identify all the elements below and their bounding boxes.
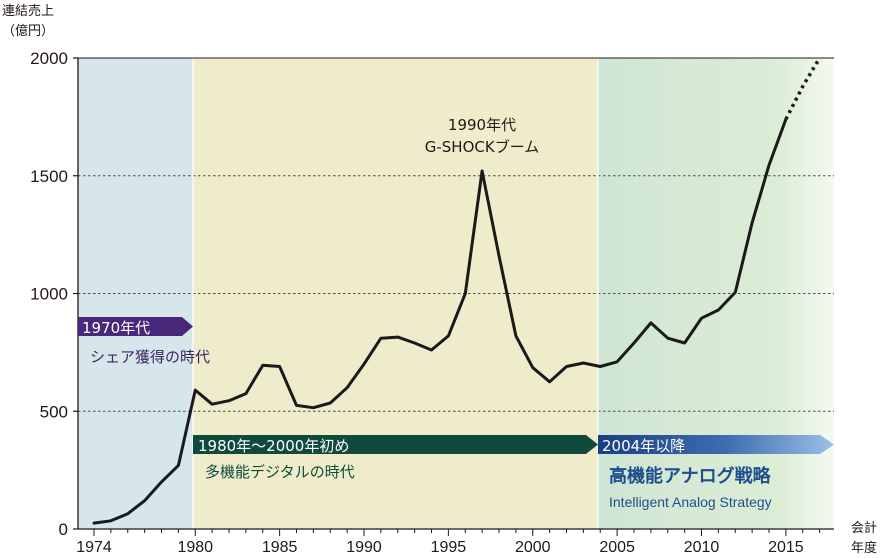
series-group [92,57,822,525]
gridlines [78,175,834,412]
y-tick-label: 2000 [30,49,68,68]
y-tick-label: 0 [59,520,68,539]
x-ticks: 1974 1980 1985 1990 1995 2000 2005 2010 2015 [76,529,821,556]
y-tick-label: 1500 [30,167,68,186]
annotation-line1: 1990年代 [448,116,516,134]
era-1970s-arrow [78,317,193,336]
era-2004-arrow [598,435,834,454]
era-1980s-subtitle: 多機能デジタルの時代 [205,463,355,481]
x-tick-label: 1990 [346,539,382,556]
x-tick-label: 1995 [431,539,467,556]
annotation-line2: G-SHOCKブーム [425,138,540,156]
era-2004-label: 2004年以降 [602,437,685,455]
era-1970s-label: 1970年代 [82,319,150,337]
sales-line [92,117,788,525]
x-tick-label: 2000 [515,539,551,556]
sales-forecast-line [784,57,822,120]
era-2004-subtitle: 高機能アナログ戦略 [609,465,772,487]
x-axis-label-line1: 会計 [851,520,877,536]
x-tick-label: 2010 [684,539,720,556]
era-1980s-arrow [193,435,598,454]
x-tick-label: 2005 [599,539,635,556]
y-axis-label-line2: （億円） [2,23,54,39]
y-tick-label: 1000 [30,285,68,304]
y-axis-label-line1: 連結売上 [2,3,54,19]
y-tick-label: 500 [40,402,68,421]
x-tick-label: 1980 [177,539,213,556]
x-tick-label: 1974 [76,539,112,556]
era-1980s-label: 1980年〜2000年初め [198,437,349,455]
y-ticks: 0 500 1000 1500 2000 [30,49,78,539]
x-axis-label-line2: 年度 [851,540,877,556]
era-2004-subtitle-en: Intelligent Analog Strategy [609,494,772,510]
era-1970s-subtitle: シェア獲得の時代 [90,348,210,366]
x-tick-label: 1985 [262,539,298,556]
x-tick-label: 2015 [768,539,804,556]
